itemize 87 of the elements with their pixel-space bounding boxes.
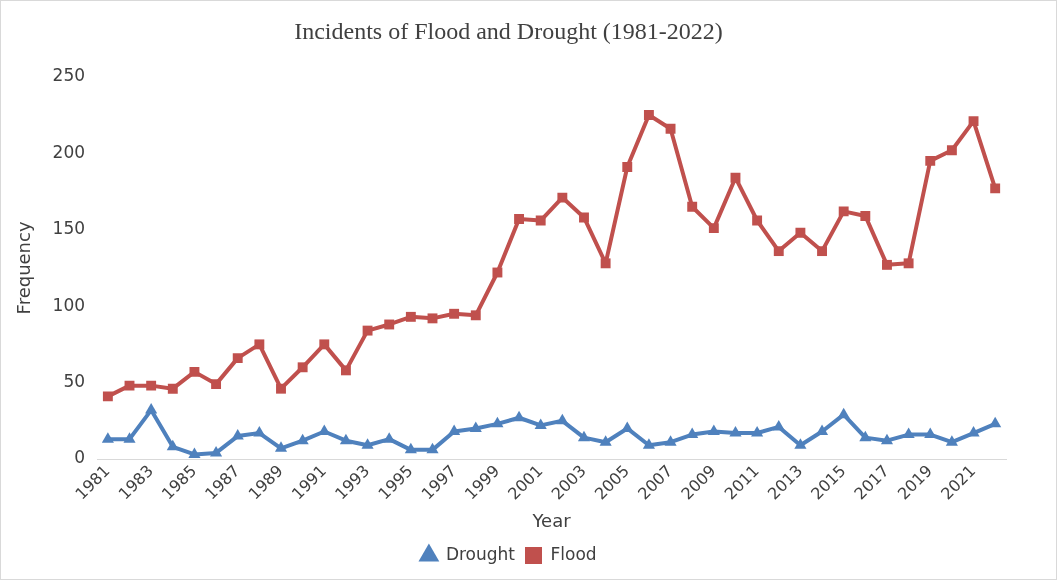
point (146, 380, 157, 391)
point (211, 379, 222, 390)
point (579, 212, 589, 223)
y-tick-label: 50 (63, 371, 86, 392)
point (167, 383, 178, 394)
chart-title: Incidents of Flood and Drought (1981-2022) (294, 17, 723, 44)
point (319, 339, 330, 350)
point (687, 201, 698, 212)
point (838, 206, 849, 217)
legend-label: Drought (445, 543, 516, 564)
point (752, 215, 763, 226)
point (405, 311, 416, 322)
point (339, 433, 352, 445)
y-tick-label: 150 (52, 218, 86, 239)
point (642, 438, 655, 449)
point (664, 435, 677, 446)
point (297, 362, 308, 373)
point (795, 227, 806, 238)
point (274, 441, 288, 452)
point (448, 424, 461, 436)
point (860, 210, 871, 221)
point (513, 410, 526, 422)
point (534, 418, 547, 429)
point (599, 435, 612, 446)
point (946, 145, 957, 156)
point (815, 424, 829, 436)
point (188, 447, 201, 458)
point (882, 259, 892, 270)
point (968, 116, 979, 127)
y-axis-title: Frequency (13, 221, 35, 315)
x-axis-title: Year (531, 509, 572, 531)
y-tick-label: 100 (52, 294, 86, 315)
point (514, 214, 525, 224)
point (707, 424, 720, 436)
point (404, 442, 417, 454)
point (772, 419, 785, 431)
point (729, 426, 742, 437)
point (427, 313, 438, 324)
point (166, 439, 179, 451)
point (231, 429, 244, 440)
point (880, 433, 894, 445)
point (361, 438, 374, 449)
point (470, 310, 481, 321)
y-tick-label: 0 (74, 447, 86, 468)
point (945, 435, 958, 446)
point (730, 172, 741, 183)
point (101, 432, 114, 443)
point (556, 413, 569, 425)
point (253, 426, 266, 437)
point (426, 442, 439, 454)
point (751, 426, 764, 437)
point (577, 430, 591, 442)
point (210, 445, 223, 457)
point (665, 123, 676, 134)
point (254, 339, 265, 350)
point (124, 380, 135, 391)
point (817, 246, 827, 257)
point (925, 155, 936, 166)
point (189, 366, 200, 377)
point (903, 258, 914, 269)
y-tick-label: 250 (52, 65, 86, 86)
point (794, 438, 807, 449)
point (837, 407, 850, 419)
point (557, 192, 568, 203)
point (362, 325, 373, 336)
y-tick-label: 200 (52, 141, 86, 162)
point (600, 258, 611, 269)
point (296, 433, 309, 445)
point (491, 416, 504, 428)
legend-label: Flood (550, 543, 597, 564)
point (469, 421, 482, 432)
point (102, 391, 113, 402)
point (145, 403, 158, 414)
point (449, 308, 460, 319)
point (535, 215, 546, 226)
point (276, 383, 286, 394)
point (622, 162, 633, 172)
point (643, 110, 654, 120)
point (340, 365, 351, 376)
point (492, 267, 503, 278)
point (773, 246, 784, 257)
point (859, 430, 872, 442)
point (708, 223, 719, 234)
point (123, 432, 136, 443)
point (232, 353, 243, 364)
point (990, 183, 1001, 194)
point (384, 319, 395, 330)
